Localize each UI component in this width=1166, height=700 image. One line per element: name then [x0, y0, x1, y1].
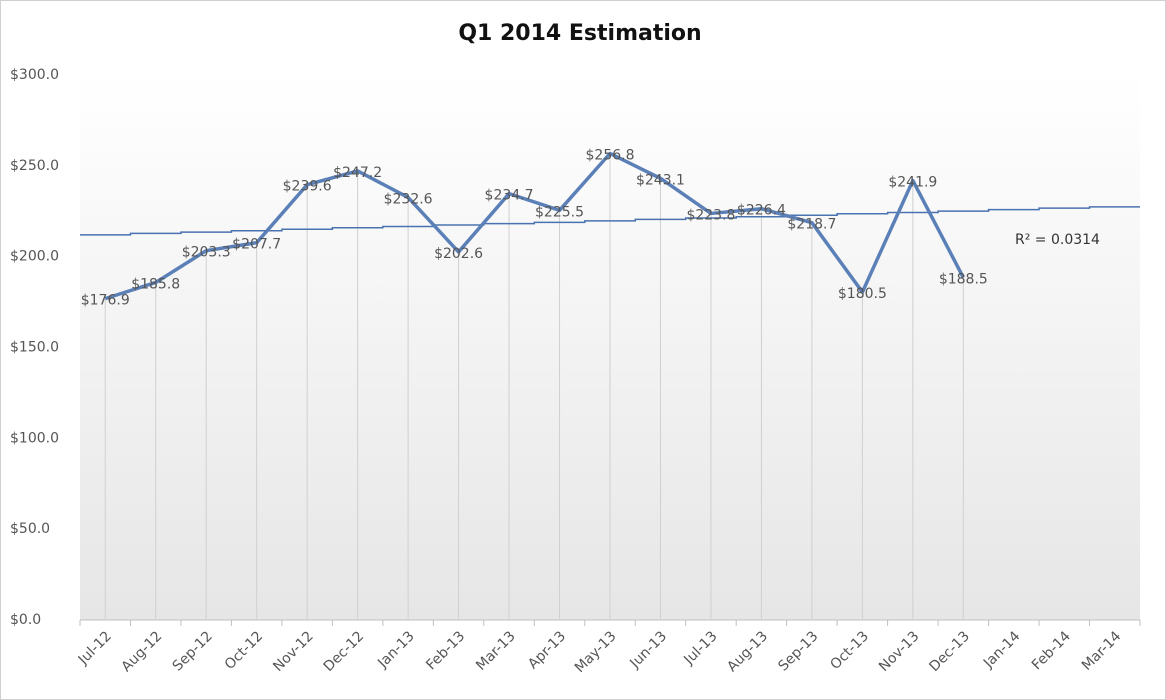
data-label: $218.7 [787, 217, 836, 233]
y-tick-label: $250.0 [10, 158, 59, 174]
data-label: $226.4 [737, 203, 786, 219]
data-label: $225.5 [535, 204, 584, 220]
y-tick-label: $150.0 [10, 340, 59, 356]
data-label: $176.9 [81, 293, 130, 309]
data-line [104, 151, 965, 301]
data-label: $256.8 [586, 147, 635, 163]
y-tick-label: $200.0 [10, 249, 59, 265]
data-label: $239.6 [283, 179, 332, 195]
data-label: $202.6 [434, 246, 483, 262]
trendline-label: R² = 0.0314 [1015, 232, 1100, 248]
y-tick-label: $0.0 [10, 612, 41, 628]
data-label: $234.7 [485, 188, 534, 204]
data-label: $185.8 [131, 276, 180, 292]
data-label: $247.2 [333, 165, 382, 181]
data-label: $180.5 [838, 286, 887, 302]
data-label: $207.7 [232, 237, 281, 253]
chart-title: Q1 2014 Estimation [458, 21, 701, 46]
data-label: $243.1 [636, 172, 685, 188]
y-tick-label: $300.0 [10, 67, 59, 83]
data-label: $223.8 [686, 207, 735, 223]
data-label: $232.6 [384, 191, 433, 207]
trendline [80, 206, 1140, 236]
y-tick-label: $50.0 [10, 521, 50, 537]
data-label: $203.3 [182, 245, 231, 261]
data-label: $241.9 [888, 175, 937, 191]
data-label: $188.5 [939, 272, 988, 288]
y-tick-label: $100.0 [10, 430, 59, 446]
